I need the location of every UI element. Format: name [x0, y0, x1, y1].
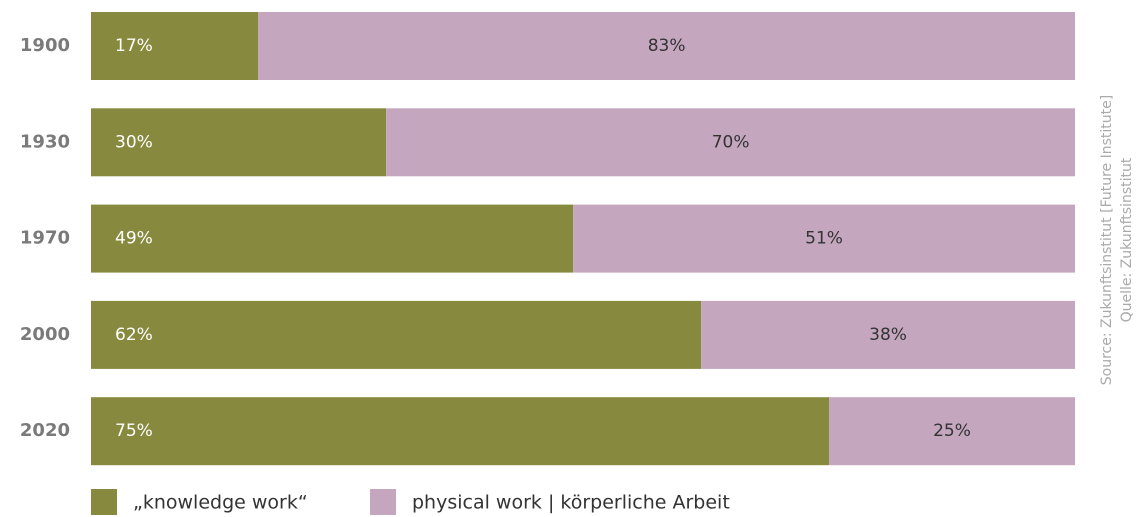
y-tick-label: 1930 — [20, 131, 70, 152]
legend-label: physical work | körperliche Arbeit — [412, 492, 730, 514]
bar-segment — [91, 12, 259, 80]
legend-swatch — [370, 489, 396, 515]
data-label: 49% — [115, 229, 153, 249]
source-note: Quelle: Zukunftsinstitut — [1119, 157, 1135, 322]
data-label: 25% — [933, 421, 971, 441]
data-label: 30% — [115, 132, 153, 152]
bar-segment — [386, 108, 1075, 177]
data-label: 75% — [115, 421, 153, 441]
data-label: 51% — [805, 229, 843, 249]
bar-segment — [91, 204, 574, 273]
bar-segment — [258, 12, 1075, 80]
y-tick-label: 1900 — [20, 35, 70, 56]
data-label: 83% — [648, 36, 686, 56]
data-label: 62% — [115, 325, 153, 345]
legend-label: „knowledge work“ — [133, 492, 308, 514]
bar-segment — [91, 397, 829, 466]
bar-segment — [91, 300, 702, 369]
bar-segment — [91, 108, 387, 177]
data-label: 38% — [869, 325, 907, 345]
bar-segment — [573, 204, 1075, 273]
y-tick-label: 2000 — [20, 324, 70, 345]
data-label: 17% — [115, 36, 153, 56]
y-tick-label: 2020 — [20, 420, 70, 441]
y-tick-label: 1970 — [20, 228, 70, 249]
source-note: Source: Zukunftsinstitut [Future Institu… — [1099, 95, 1115, 385]
data-label: 70% — [712, 132, 750, 152]
bar-segment — [701, 300, 1075, 369]
bar-segment — [829, 397, 1075, 466]
legend-swatch — [91, 489, 117, 515]
